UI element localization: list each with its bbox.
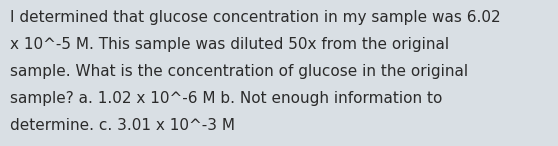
Text: determine. c. 3.01 x 10^-3 M: determine. c. 3.01 x 10^-3 M — [10, 118, 235, 133]
Text: x 10^-5 M. This sample was diluted 50x from the original: x 10^-5 M. This sample was diluted 50x f… — [10, 37, 449, 52]
Text: sample. What is the concentration of glucose in the original: sample. What is the concentration of glu… — [10, 64, 468, 79]
Text: I determined that glucose concentration in my sample was 6.02: I determined that glucose concentration … — [10, 10, 501, 25]
Text: sample? a. 1.02 x 10^-6 M b. Not enough information to: sample? a. 1.02 x 10^-6 M b. Not enough … — [10, 91, 442, 106]
